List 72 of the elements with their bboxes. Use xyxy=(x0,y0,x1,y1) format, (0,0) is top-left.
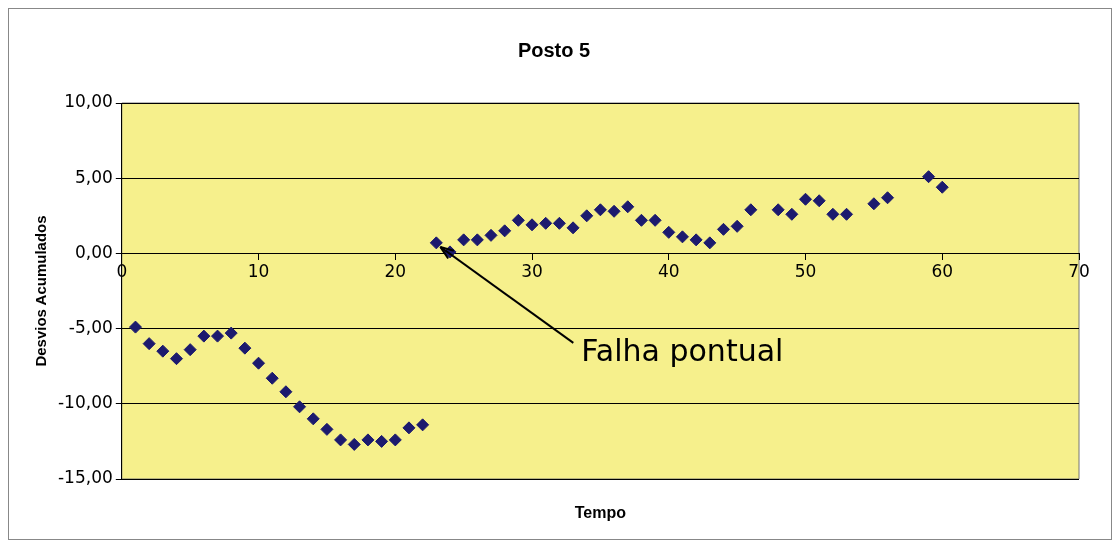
point xyxy=(224,326,238,340)
point xyxy=(634,213,648,227)
point xyxy=(689,233,703,247)
point xyxy=(183,343,197,357)
point xyxy=(826,207,840,221)
x-tick-label: 10 xyxy=(247,261,270,282)
point xyxy=(867,197,881,211)
point xyxy=(648,213,662,227)
y-tick-label: -5,00 xyxy=(68,317,113,338)
x-tick-label: 30 xyxy=(521,261,543,282)
point xyxy=(388,433,402,447)
point xyxy=(320,422,334,436)
point xyxy=(566,221,580,235)
point xyxy=(771,203,785,217)
point xyxy=(470,233,484,247)
point xyxy=(922,170,936,184)
point xyxy=(416,418,430,432)
point xyxy=(347,437,361,451)
point xyxy=(593,203,607,217)
point xyxy=(375,434,389,448)
y-axis-title: Desvios Acumulados xyxy=(32,215,50,367)
point xyxy=(498,224,512,238)
point xyxy=(662,225,676,239)
point xyxy=(334,433,348,447)
point xyxy=(252,356,266,370)
x-tick-label: 70 xyxy=(1068,261,1090,282)
point xyxy=(484,228,498,242)
point xyxy=(675,230,689,244)
x-axis-title: Tempo xyxy=(574,504,627,522)
point xyxy=(511,213,525,227)
point xyxy=(156,344,170,358)
point xyxy=(730,219,744,233)
point xyxy=(812,194,826,208)
point xyxy=(429,236,443,250)
point xyxy=(279,385,293,399)
point xyxy=(799,192,813,206)
chart-title: Posto 5 xyxy=(517,38,591,61)
x-tick-label: 60 xyxy=(931,261,954,282)
point xyxy=(265,371,279,385)
point xyxy=(621,200,635,214)
point xyxy=(361,433,375,447)
point xyxy=(306,412,320,426)
x-tick-label: 20 xyxy=(384,261,407,282)
point xyxy=(197,329,211,343)
point xyxy=(881,191,895,205)
point xyxy=(238,341,252,355)
point xyxy=(293,400,307,414)
point xyxy=(170,352,183,366)
point xyxy=(525,218,539,232)
point xyxy=(716,222,730,236)
point xyxy=(785,207,799,221)
annotation: Falha pontual xyxy=(581,332,784,368)
point xyxy=(744,203,758,217)
point xyxy=(539,216,553,230)
point xyxy=(703,236,717,250)
y-tick-label: -10,00 xyxy=(57,392,113,413)
point xyxy=(402,421,416,435)
point xyxy=(552,216,566,230)
point xyxy=(607,204,621,218)
y-tick-label: 0,00 xyxy=(74,241,113,262)
y-tick-label: 5,00 xyxy=(74,166,113,187)
x-tick-label: 40 xyxy=(657,261,680,282)
point xyxy=(840,207,854,221)
point xyxy=(128,320,142,334)
point xyxy=(935,180,949,194)
point xyxy=(142,337,156,351)
x-tick-label: 50 xyxy=(794,261,817,282)
y-tick-label: 10,00 xyxy=(64,91,113,112)
y-tick-label: -15,00 xyxy=(57,467,113,488)
point xyxy=(580,209,594,223)
point xyxy=(211,329,225,343)
point xyxy=(457,233,471,247)
